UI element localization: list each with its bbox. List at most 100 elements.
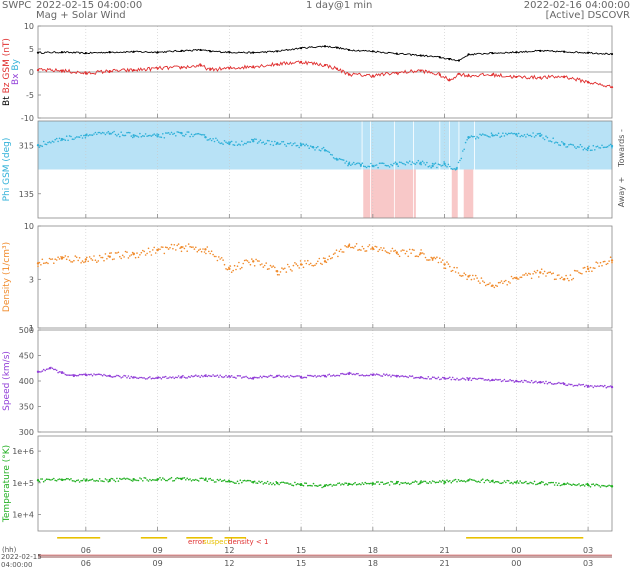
phi-sample — [206, 139, 209, 141]
speed-sample — [368, 374, 371, 377]
speed-sample — [100, 373, 102, 376]
speed-sample — [64, 373, 67, 376]
phi-sample — [538, 132, 540, 135]
speed-sample — [249, 377, 252, 379]
temperature-sample — [431, 480, 434, 482]
density-sample — [579, 272, 582, 275]
phi-sample — [146, 135, 148, 137]
speed-sample — [484, 379, 487, 381]
temperature-sample — [248, 479, 250, 482]
temperature-sample — [262, 483, 265, 485]
phi-sample — [581, 145, 583, 148]
temperature-sample — [129, 478, 131, 481]
speed-sample — [175, 376, 177, 379]
temperature-sample — [486, 478, 489, 481]
phi-sample — [305, 143, 308, 146]
phi-sample — [606, 145, 609, 148]
speed-sample — [509, 378, 511, 381]
speed-point — [84, 373, 88, 377]
phi-sample — [97, 131, 100, 134]
temperature-sample — [71, 480, 74, 482]
temperature-sample — [288, 483, 290, 485]
speed-sample — [285, 375, 288, 378]
density-sample — [101, 256, 104, 259]
speed-sample — [219, 374, 221, 377]
phi-sample — [259, 139, 262, 141]
density-ylabel: Density (1/cm³) — [2, 242, 12, 312]
temperature-sample — [64, 478, 67, 481]
density-sample — [507, 281, 510, 283]
density-sample — [545, 275, 547, 277]
temperature-sample — [608, 484, 610, 487]
density-sample — [609, 256, 612, 259]
phi-sample — [476, 136, 478, 138]
phi-sample — [187, 131, 190, 133]
speed-sample — [216, 374, 219, 377]
temperature-sample — [360, 483, 362, 486]
temperature-sample — [583, 485, 586, 487]
temperature-sample — [189, 478, 191, 480]
temperature-sample — [433, 480, 435, 483]
phi-sample — [507, 132, 510, 135]
temperature-sample — [473, 479, 476, 482]
speed-point — [72, 374, 76, 378]
speed-point — [204, 374, 207, 378]
phi-sample — [130, 135, 133, 137]
phi-sample — [384, 164, 387, 167]
temperature-sample — [274, 483, 276, 486]
temperature-sample — [573, 483, 576, 486]
temperature-point — [419, 481, 422, 484]
density-sample — [90, 257, 92, 260]
bt-point — [371, 50, 374, 53]
density-sample — [238, 261, 240, 264]
density-sample — [68, 259, 71, 262]
density-sample — [357, 249, 359, 251]
density-sample — [397, 253, 400, 256]
phi-sample — [100, 132, 102, 135]
phi-sample — [370, 162, 372, 165]
phi-sample — [575, 147, 577, 150]
density-sample — [222, 259, 224, 261]
phi-sample — [431, 162, 434, 165]
speed-sample — [279, 375, 282, 378]
phi-sample — [190, 133, 193, 136]
density-sample — [288, 266, 290, 268]
temperature-sample — [522, 482, 524, 484]
density-sample — [581, 272, 583, 275]
speed-point — [36, 370, 40, 374]
speed-sample — [408, 375, 411, 377]
speed-sample — [446, 377, 448, 380]
speed-sample — [453, 378, 456, 381]
phi-point — [347, 162, 351, 166]
phi-sample — [149, 134, 151, 137]
speed-point — [48, 367, 52, 370]
density-sample — [302, 266, 305, 269]
temperature-sample — [406, 482, 408, 485]
phi-sample — [385, 164, 388, 167]
phi-sample — [414, 163, 417, 165]
density-sample — [340, 248, 342, 251]
phi-sample — [173, 132, 176, 135]
temperature-sample — [368, 482, 371, 485]
density-point — [108, 255, 111, 258]
phi-sample — [164, 132, 167, 134]
speed-sample — [463, 378, 466, 380]
density-sample — [123, 256, 125, 258]
speed-sample — [507, 380, 510, 382]
density-sample — [535, 271, 537, 274]
density-sample — [569, 274, 572, 276]
density-sample — [57, 256, 59, 259]
speed-sample — [68, 374, 71, 377]
density-sample — [431, 259, 434, 261]
density-frame — [37, 225, 613, 329]
x-tick-label-bottom: 06 — [81, 559, 91, 568]
temperature-sample — [477, 480, 480, 483]
density-sample — [299, 260, 302, 262]
temperature-sample — [598, 484, 600, 487]
temperature-sample — [408, 483, 411, 486]
density-sample — [362, 247, 365, 250]
speed-sample — [497, 379, 500, 381]
temperature-sample — [510, 481, 513, 484]
temperature-sample — [263, 482, 266, 484]
phi-sample — [262, 141, 265, 143]
